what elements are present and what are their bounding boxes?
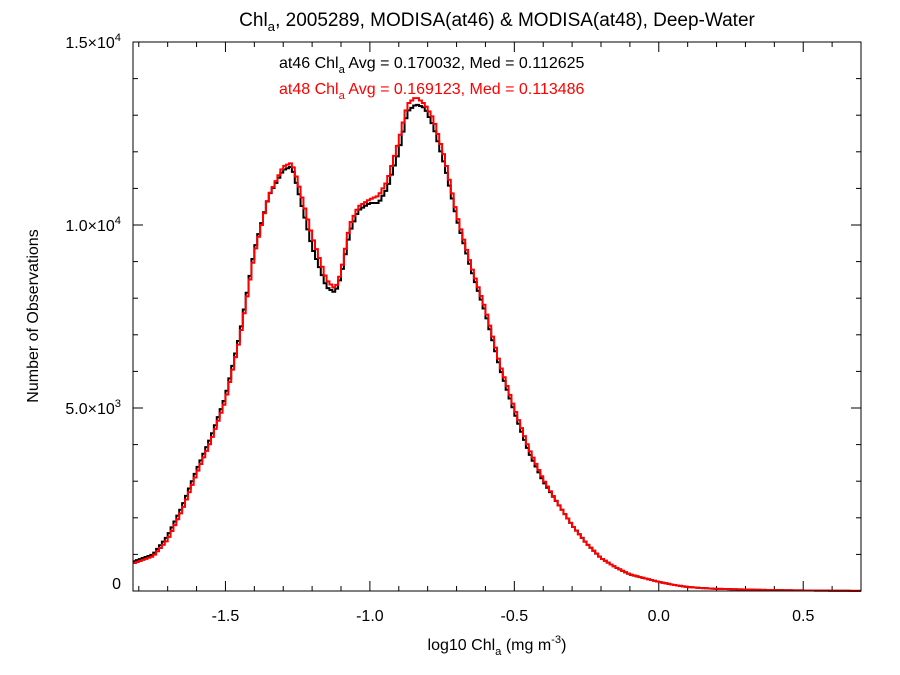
text-part: )	[561, 637, 566, 654]
text-part: (mg m	[501, 637, 551, 654]
y-tick-label: 1.0×104	[65, 215, 121, 235]
y-tick-label: 1.5×104	[65, 32, 121, 52]
annotation-line: at48 Chla Avg = 0.169123, Med = 0.113486	[279, 81, 585, 102]
annotation-line: at46 Chla Avg = 0.170032, Med = 0.112625	[279, 55, 585, 76]
annotation-values: Avg = 0.169123, Med = 0.113486	[345, 81, 585, 98]
y-tick-mantissa: 0	[112, 576, 121, 593]
x-axis-label: log10 Chla (mg m-3)	[428, 634, 567, 658]
text-part: a	[495, 646, 502, 658]
x-tick-label: -0.5	[501, 608, 529, 625]
y-tick-mantissa: 5.0×10	[65, 401, 114, 418]
annotation-subscript: a	[339, 90, 346, 102]
annotation-values: Avg = 0.170032, Med = 0.112625	[345, 55, 585, 72]
series-layer	[133, 97, 861, 592]
x-tick-label: -1.0	[356, 608, 384, 625]
text-part: log10 Chl	[428, 637, 496, 654]
y-tick-exponent: 3	[115, 398, 121, 410]
plot-frame	[132, 41, 862, 592]
x-tick-labels: -1.5 -1.0 -0.5 0.0 0.5	[212, 608, 815, 625]
y-tick-exponent: 4	[115, 32, 121, 44]
annotation-prefix: at46 Chl	[279, 55, 339, 72]
annotation-subscript: a	[339, 64, 346, 76]
x-tick-label: 0.5	[792, 608, 814, 625]
y-tick-label: 5.0×103	[65, 398, 121, 418]
annotation-prefix: at48 Chl	[279, 81, 339, 98]
x-tick-label: 0.0	[648, 608, 670, 625]
text-part: , 2005289, MODISA(at46) & MODISA(at48), …	[275, 10, 755, 31]
y-tick-mantissa: 1.0×10	[65, 218, 114, 235]
y-tick-mantissa: 1.5×10	[65, 35, 114, 52]
chart-title: Chla, 2005289, MODISA(at46) & MODISA(at4…	[239, 10, 755, 34]
histogram-series-1	[133, 97, 861, 592]
x-tick-label: -1.5	[212, 608, 240, 625]
text-part: -3	[551, 634, 561, 646]
y-tick-label: 0	[112, 576, 121, 593]
text-part: a	[268, 19, 276, 34]
text-part: Chl	[239, 10, 268, 31]
y-tick-exponent: 4	[115, 215, 121, 227]
y-axis-label: Number of Observations	[25, 229, 42, 402]
stats-annotations: at46 Chla Avg = 0.170032, Med = 0.112625…	[279, 55, 585, 102]
